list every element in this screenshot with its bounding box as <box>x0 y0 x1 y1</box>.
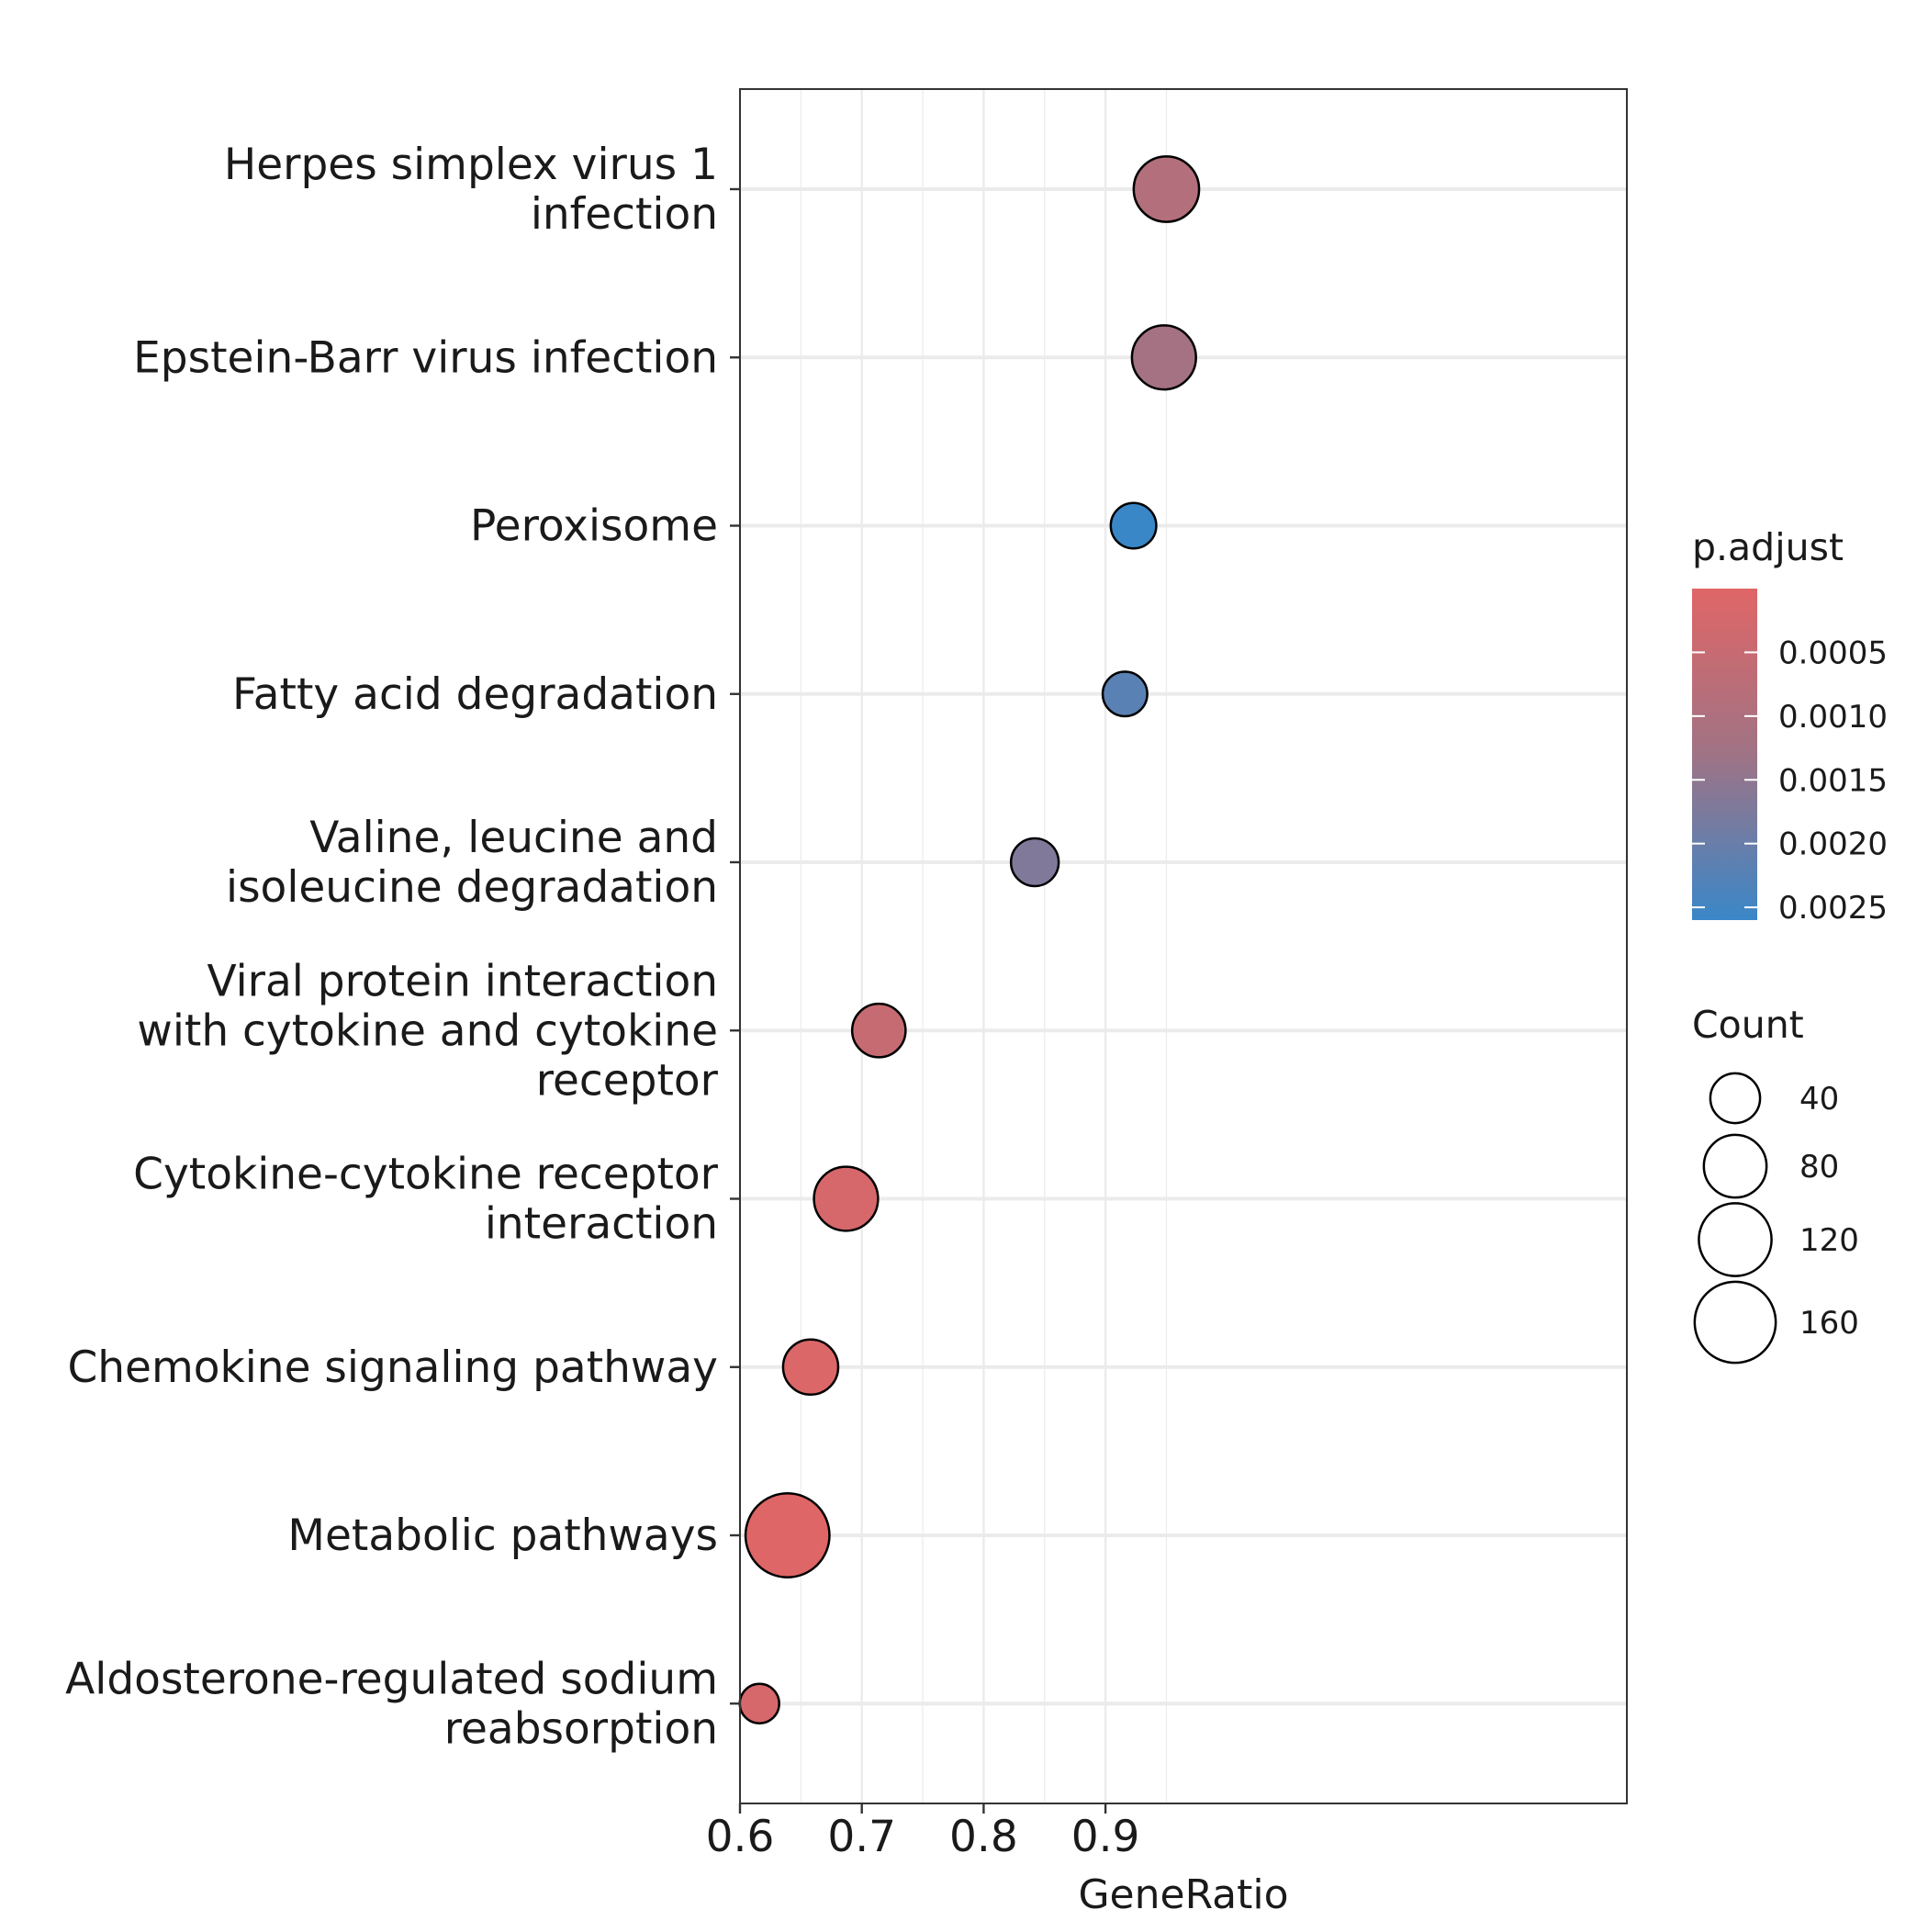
x-tick-label: 0.8 <box>949 1812 1018 1862</box>
size-legend-label: 160 <box>1799 1305 1859 1342</box>
data-point <box>1109 501 1158 550</box>
size-legend-circle <box>1702 1133 1768 1199</box>
data-point <box>1009 837 1060 888</box>
size-legend-title: Count <box>1692 1003 1804 1047</box>
data-point <box>1132 155 1201 223</box>
color-legend-label: 0.0025 <box>1778 890 1888 927</box>
x-axis-title: GeneRatio <box>1078 1871 1288 1918</box>
x-tick-label: 0.6 <box>706 1812 775 1862</box>
y-tick-label: Peroxisome <box>470 501 718 552</box>
y-tick-label: Herpes simplex virus 1 infection <box>224 140 718 240</box>
x-tick-label: 0.7 <box>827 1812 896 1862</box>
size-legend-circle <box>1693 1280 1777 1365</box>
size-legend-label: 120 <box>1799 1222 1859 1259</box>
x-axis: 0.6 0.7 0.8 0.9 <box>706 1803 1140 1862</box>
data-points <box>738 155 1201 1724</box>
data-point <box>738 1682 780 1724</box>
data-point <box>781 1338 840 1397</box>
size-legend-label: 40 <box>1799 1081 1839 1118</box>
data-point <box>813 1165 880 1232</box>
color-legend-label: 0.0020 <box>1778 826 1888 863</box>
color-legend-title: p.adjust <box>1692 525 1844 569</box>
y-tick-label: Epstein-Barr virus infection <box>133 332 718 383</box>
y-tick-label: Fatty acid degradation <box>232 669 718 720</box>
size-legend: Count 40 80 120 160 <box>1692 1003 1859 1365</box>
y-tick-label: Viral protein interaction with cytokine a… <box>137 956 718 1106</box>
data-point <box>1101 670 1149 718</box>
data-point <box>1130 324 1197 391</box>
y-tick-label: Aldosterone-regulated sodium reabsorption <box>65 1654 718 1754</box>
x-tick-label: 0.9 <box>1071 1812 1140 1862</box>
color-legend-label: 0.0015 <box>1778 762 1888 799</box>
size-legend-circle <box>1709 1072 1762 1125</box>
y-tick-label: Valine, leucine and isoleucine degradatio… <box>226 813 718 913</box>
panel-border <box>739 88 1628 1804</box>
color-legend-bar <box>1692 589 1757 920</box>
color-legend: p.adjust 0.0005 0.0010 0.0015 0.0020 0.0025 <box>1692 525 1888 927</box>
color-legend-label: 0.0010 <box>1778 699 1888 736</box>
size-legend-label: 80 <box>1799 1149 1839 1185</box>
color-legend-label: 0.0005 <box>1778 635 1888 671</box>
y-tick-label: Chemokine signaling pathway <box>67 1342 718 1393</box>
data-point <box>850 1002 907 1059</box>
y-axis: Herpes simplex virus 1 infection Epstein-B… <box>65 140 740 1754</box>
y-tick-label: Metabolic pathways <box>287 1511 718 1561</box>
y-tick-label: Cytokine-cytokine receptor interaction <box>133 1150 718 1250</box>
size-legend-circle <box>1698 1202 1773 1277</box>
data-point <box>744 1492 831 1578</box>
